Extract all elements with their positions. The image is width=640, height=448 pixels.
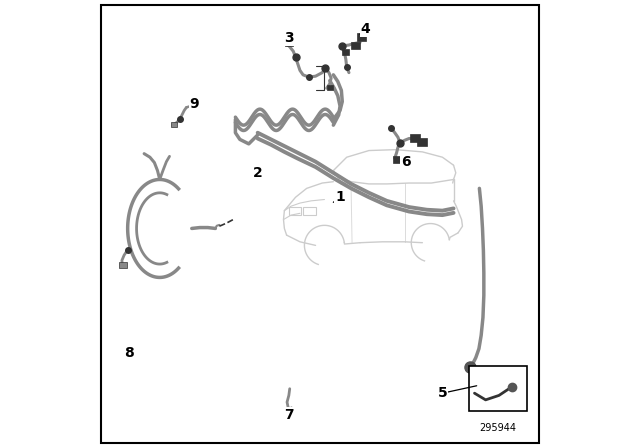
Bar: [417, 138, 427, 146]
Text: 9: 9: [189, 97, 199, 111]
Text: 3: 3: [284, 31, 294, 45]
Text: 2: 2: [253, 166, 262, 180]
Bar: [289, 207, 301, 215]
Text: 295944: 295944: [479, 423, 516, 434]
Bar: [285, 41, 293, 46]
Text: 4: 4: [360, 22, 371, 36]
Text: 1: 1: [335, 190, 345, 204]
Bar: [410, 134, 420, 142]
Bar: [356, 34, 366, 41]
Bar: [392, 156, 401, 163]
Text: 7: 7: [284, 408, 294, 422]
Bar: [303, 207, 316, 215]
Bar: [326, 85, 333, 90]
Bar: [351, 43, 360, 49]
Text: 5: 5: [438, 386, 447, 400]
Text: 8: 8: [125, 346, 134, 360]
Text: 6: 6: [401, 155, 410, 168]
Bar: [119, 262, 127, 267]
Bar: [342, 49, 349, 55]
Bar: [171, 122, 177, 127]
Bar: [469, 366, 527, 411]
